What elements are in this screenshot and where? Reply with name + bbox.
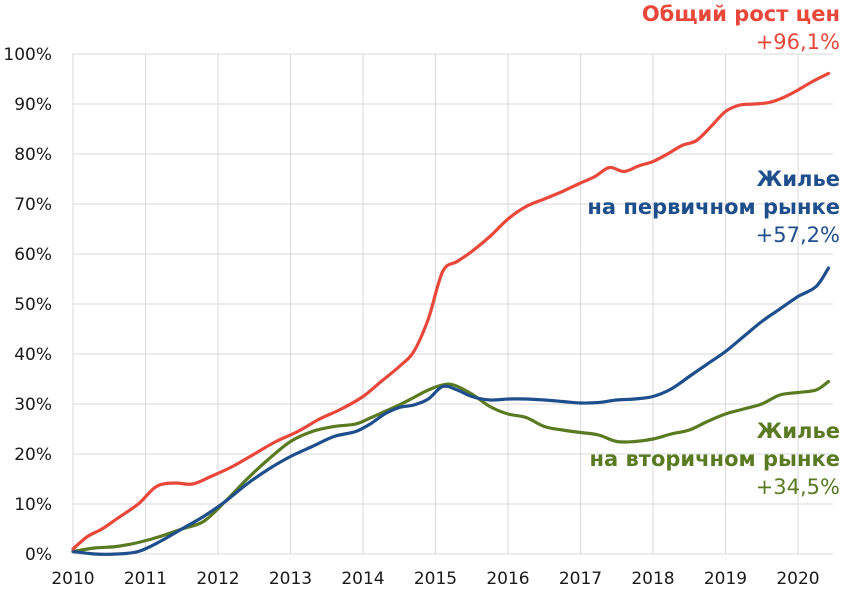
annotation-total-title: Общий рост цен	[641, 2, 840, 26]
annotation-primary-title-line2: на первичном рынке	[587, 195, 840, 219]
y-tick-label: 100%	[3, 45, 52, 65]
y-tick-label: 30%	[14, 395, 52, 415]
x-tick-label: 2012	[196, 569, 239, 589]
x-tick-label: 2019	[704, 569, 747, 589]
annotation-total-value: +96,1%	[755, 30, 840, 54]
annotation-secondary-title-line2: на вторичном рынке	[589, 447, 840, 471]
series-lines	[71, 71, 831, 556]
annotation-total-price-growth: Общий рост цен +96,1%	[642, 0, 840, 56]
y-tick-label: 60%	[14, 245, 52, 265]
y-tick-label: 50%	[14, 295, 52, 315]
x-tick-label: 2015	[414, 569, 457, 589]
annotation-secondary-value: +34,5%	[755, 475, 840, 499]
y-tick-label: 40%	[14, 345, 52, 365]
annotation-secondary-housing: Жилье на вторичном рынке +34,5%	[590, 417, 840, 501]
y-axis-tick-labels: 0% 10% 20% 30% 40% 50% 60% 70% 80% 90% 100%	[3, 45, 52, 565]
annotation-primary-value: +57,2%	[755, 223, 840, 247]
annotation-secondary-title-line1: Жилье	[756, 419, 840, 443]
x-tick-label: 2014	[341, 569, 384, 589]
annotation-primary-housing: Жилье на первичном рынке +57,2%	[587, 165, 840, 249]
y-tick-label: 20%	[14, 445, 52, 465]
y-tick-label: 90%	[14, 95, 52, 115]
x-tick-label: 2017	[559, 569, 602, 589]
y-tick-label: 70%	[14, 195, 52, 215]
x-tick-label: 2018	[631, 569, 674, 589]
y-tick-label: 10%	[14, 495, 52, 515]
x-axis-tick-labels: 2010 2011 2012 2013 2014 2015 2016 2017 2018 2019…	[51, 569, 819, 589]
series-line-total-prices	[71, 71, 831, 551]
series-line-primary-housing	[71, 266, 831, 556]
x-tick-label: 2011	[124, 569, 167, 589]
y-tick-label: 80%	[14, 145, 52, 165]
x-tick-label: 2016	[486, 569, 529, 589]
x-tick-label: 2010	[51, 569, 94, 589]
annotation-primary-title-line1: Жилье	[756, 167, 840, 191]
grid	[72, 53, 833, 555]
x-tick-label: 2020	[776, 569, 819, 589]
y-tick-label: 0%	[25, 545, 52, 565]
x-tick-label: 2013	[269, 569, 312, 589]
